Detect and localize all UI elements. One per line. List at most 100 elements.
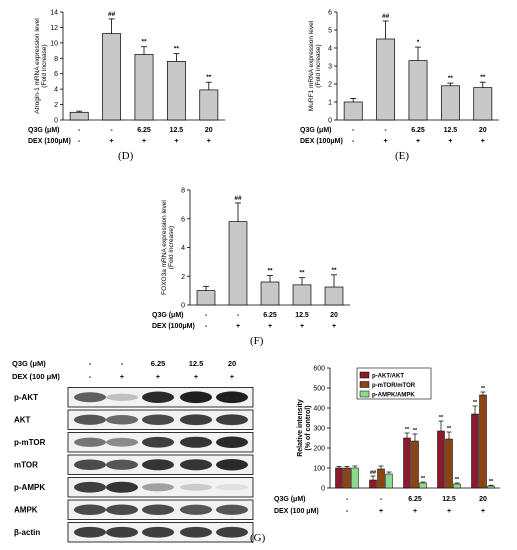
foxo3a-ylabel: FOXO3a mRNA expression level xyxy=(161,200,168,295)
atrogin-row-label: Q3G (μM) xyxy=(28,127,60,134)
atrogin-ytick-label: 12 xyxy=(50,25,58,32)
murf1-ytick-label: 1 xyxy=(328,100,332,107)
blot-band xyxy=(106,526,138,538)
atrogin-row-value: - xyxy=(78,138,81,145)
intensity-legend-swatch xyxy=(359,381,370,388)
foxo3a-significance-label: ** xyxy=(267,268,273,275)
intensity-row-value: + xyxy=(447,508,451,515)
atrogin-significance-label: ** xyxy=(206,74,212,81)
blot-band xyxy=(142,526,174,538)
blot-band xyxy=(74,414,106,425)
atrogin-ylabel: Atrogin-1 mRNA expression level xyxy=(34,18,41,114)
atrogin-row-value: + xyxy=(207,138,211,145)
murf1-row-value: - xyxy=(352,138,355,145)
foxo3a-bar xyxy=(292,284,312,306)
blot-band xyxy=(142,436,174,448)
foxo3a-bar xyxy=(196,290,216,306)
intensity-bar xyxy=(385,473,393,489)
blot-band xyxy=(142,391,174,403)
blot-band xyxy=(180,483,212,491)
murf1-ylabel-sub: (Fold increase) xyxy=(315,44,322,87)
blot-band xyxy=(216,459,248,471)
murf1-row-value: + xyxy=(481,138,485,145)
blot-band xyxy=(106,504,138,515)
blot-header-value: 6.25 xyxy=(151,359,166,368)
murf1-row-label: Q3G (μM) xyxy=(300,127,332,134)
murf1-row-value: 12.5 xyxy=(444,127,458,134)
murf1-bar xyxy=(473,87,493,121)
murf1-row-value: 6.25 xyxy=(411,127,425,134)
foxo3a-significance-label: ## xyxy=(234,195,242,202)
foxo3a-ytick-label: 4 xyxy=(181,245,185,252)
foxo3a-row-value: - xyxy=(205,323,208,330)
intensity-ytick-label: 0 xyxy=(321,486,325,493)
atrogin-ytick-label: 6 xyxy=(54,71,58,78)
intensity-bar xyxy=(419,482,427,489)
murf1-row-value: + xyxy=(384,138,388,145)
atrogin-ylabel-sub: (Fold increase) xyxy=(41,44,48,87)
blot-band xyxy=(180,414,212,426)
murf1-significance-label: ** xyxy=(480,74,486,81)
intensity-bar xyxy=(343,467,351,489)
atrogin-row-value: + xyxy=(110,138,114,145)
atrogin-row-value: + xyxy=(142,138,146,145)
murf1-bar xyxy=(376,38,396,121)
blot-header-label: DEX (100 μM) xyxy=(12,372,60,381)
blot-header-value: + xyxy=(120,372,125,381)
murf1-row-value: - xyxy=(352,127,355,134)
murf1-significance-label: ## xyxy=(382,13,390,20)
atrogin-row-value: 6.25 xyxy=(137,127,151,134)
blot-band xyxy=(180,436,212,448)
atrogin-ytick-label: 4 xyxy=(54,87,58,94)
blot-header-value: + xyxy=(156,372,161,381)
panel-label-e: (E) xyxy=(395,150,410,162)
atrogin-bar xyxy=(134,54,154,121)
foxo3a-ytick-label: 6 xyxy=(181,216,185,223)
atrogin-bar xyxy=(102,33,122,121)
atrogin-row-value: - xyxy=(78,127,81,134)
murf1-row-value: + xyxy=(416,138,420,145)
blot-band xyxy=(74,481,106,493)
murf1-bar xyxy=(343,101,363,121)
intensity-bar xyxy=(351,467,359,489)
intensity-bar xyxy=(445,438,453,489)
blot-band xyxy=(106,459,138,470)
intensity-bar xyxy=(471,413,479,489)
foxo3a-row-value: + xyxy=(332,323,336,330)
blot-band xyxy=(74,392,106,403)
intensity-bar xyxy=(453,483,461,489)
blot-band xyxy=(216,414,248,426)
foxo3a-row-value: 6.25 xyxy=(263,312,277,319)
blot-band xyxy=(216,526,248,538)
foxo3a-significance-label: ** xyxy=(299,270,305,277)
blot-header-value: + xyxy=(194,372,199,381)
foxo3a-ytick-label: 8 xyxy=(181,188,185,195)
intensity-row-value: - xyxy=(380,496,383,503)
panel-label-f: (F) xyxy=(250,335,264,347)
foxo3a-ytick-label: 0 xyxy=(181,303,185,310)
foxo3a-row-value: - xyxy=(237,312,240,319)
intensity-legend-box xyxy=(356,367,432,400)
blot-row-label: mTOR xyxy=(14,461,38,470)
blot-band xyxy=(106,393,138,401)
blot-band xyxy=(106,414,138,425)
intensity-significance-label: ** xyxy=(455,477,460,483)
intensity-ytick-label: 400 xyxy=(313,406,325,413)
intensity-significance-label: ** xyxy=(447,426,452,432)
intensity-row-value: + xyxy=(379,508,383,515)
intensity-row-label: Q3G (μM) xyxy=(274,496,306,503)
intensity-legend-label: p-mTOR/mTOR xyxy=(372,383,416,389)
murf1-ytick-label: 4 xyxy=(328,46,332,53)
foxo3a-row-value: 12.5 xyxy=(295,312,309,319)
intensity-bar xyxy=(479,394,487,489)
intensity-ytick-label: 500 xyxy=(313,386,325,393)
blot-row-label: β-actin xyxy=(14,528,40,537)
atrogin-bar xyxy=(199,89,219,121)
atrogin-row-value: + xyxy=(174,138,178,145)
blot-band xyxy=(74,504,106,515)
atrogin-row-value: - xyxy=(110,127,113,134)
blot-band xyxy=(180,504,212,515)
panel-label-g: (G) xyxy=(250,532,266,544)
intensity-significance-label: ** xyxy=(489,479,494,485)
foxo3a-row-value: + xyxy=(300,323,304,330)
